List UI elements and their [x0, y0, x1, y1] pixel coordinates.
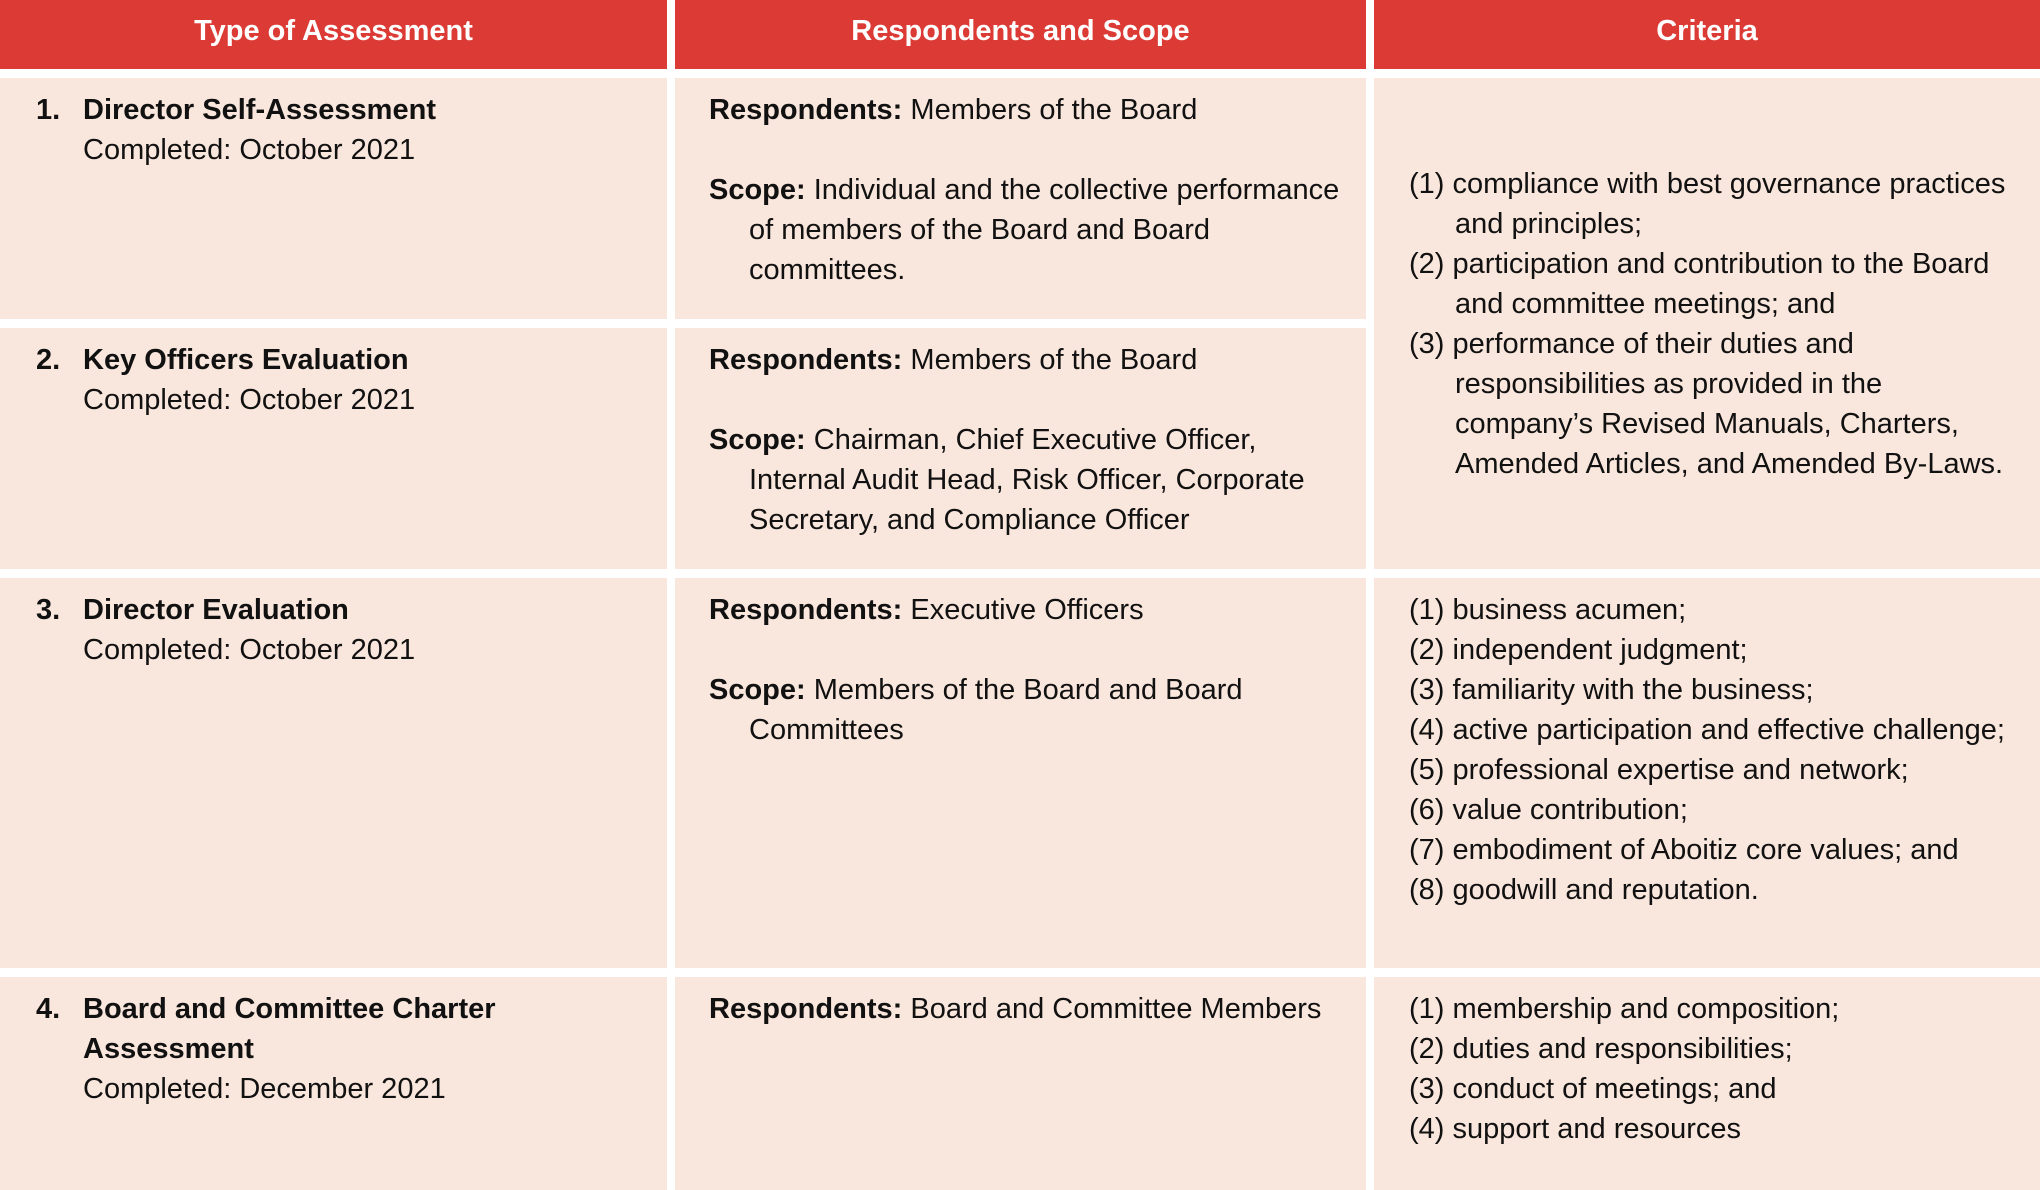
criterion: (5) professional expertise and network;: [1409, 754, 1909, 786]
scope: Scope: Chairman, Chief Executive Officer…: [709, 420, 1342, 540]
criterion: (4) active participation and effective c…: [1409, 714, 2005, 746]
assessment-cell: 3. Director Evaluation Completed: October …: [0, 578, 667, 968]
column-header: Criteria: [1374, 0, 2040, 69]
criterion: (4) support and resources: [1409, 1113, 1742, 1145]
respondents-cell: Respondents: Members of the Board Scope: …: [675, 78, 1366, 319]
scope-text: Members of the Board and Board Committee…: [749, 674, 1243, 746]
respondents-text: Executive Officers: [910, 594, 1144, 626]
criterion: (6) value contribution;: [1409, 794, 1688, 826]
criterion: (1) business acumen;: [1409, 594, 1687, 626]
column-header: Respondents and Scope: [675, 0, 1366, 69]
respondents: Respondents: Members of the Board: [709, 340, 1342, 380]
scope-text: Chairman, Chief Executive Officer, Inter…: [749, 424, 1305, 536]
column-header: Type of Assessment: [0, 0, 667, 69]
assessment-cell: 2. Key Officers Evaluation Completed: Octo…: [0, 328, 667, 569]
completed-date: Completed: October 2021: [83, 384, 416, 416]
respondents-label: Respondents:: [709, 94, 903, 126]
respondents: Respondents: Executive Officers: [709, 590, 1342, 630]
assessment-body: Key Officers Evaluation Completed: Octobe…: [83, 340, 647, 420]
assessment-body: Board and Committee Charter Assessment Co…: [83, 989, 647, 1109]
criterion: (3) familiarity with the business;: [1409, 674, 1814, 706]
assessment-body: Director Self-Assessment Completed: Octob…: [83, 90, 647, 170]
respondents-cell: Respondents: Board and Committee Members: [675, 977, 1366, 1190]
completed-date: Completed: October 2021: [83, 134, 416, 166]
scope-text: Individual and the collective performanc…: [749, 174, 1340, 286]
scope-label: Scope:: [709, 424, 806, 456]
item-number: 4.: [36, 993, 61, 1025]
assessment-type: Director Evaluation: [83, 594, 349, 626]
scope: Scope: Members of the Board and Board Co…: [709, 670, 1342, 750]
assessment-type: Director Self-Assessment: [83, 94, 436, 126]
criterion: (3) performance of their duties and resp…: [1409, 327, 2004, 480]
respondents: Respondents: Members of the Board: [709, 90, 1342, 130]
criterion: (7) embodiment of Aboitiz core values; a…: [1409, 834, 1959, 866]
completed-date: Completed: December 2021: [83, 1073, 446, 1105]
respondents-cell: Respondents: Executive Officers Scope: Me…: [675, 578, 1366, 968]
criterion: (1) membership and composition;: [1409, 993, 1840, 1025]
respondents-cell: Respondents: Members of the Board Scope: …: [675, 328, 1366, 569]
assessment-cell: 1. Director Self-Assessment Completed: Oct…: [0, 78, 667, 319]
respondents-text: Members of the Board: [910, 94, 1198, 126]
criterion: (2) duties and responsibilities;: [1409, 1033, 1793, 1065]
scope: Scope: Individual and the collective per…: [709, 170, 1342, 290]
assessment-body: Director Evaluation Completed: October 20…: [83, 590, 647, 670]
criterion: (1) compliance with best governance prac…: [1409, 167, 2006, 240]
criterion: (8) goodwill and reputation.: [1409, 874, 1759, 906]
respondents: Respondents: Board and Committee Members: [709, 989, 1342, 1029]
item-number: 2.: [36, 344, 61, 376]
criterion: (2) independent judgment;: [1409, 634, 1748, 666]
scope-label: Scope:: [709, 674, 806, 706]
respondents-label: Respondents:: [709, 594, 903, 626]
respondents-label: Respondents:: [709, 344, 903, 376]
respondents-label: Respondents:: [709, 993, 903, 1025]
respondents-text: Members of the Board: [910, 344, 1198, 376]
assessment-cell: 4. Board and Committee Charter Assessment…: [0, 977, 667, 1190]
criterion: (3) conduct of meetings; and: [1409, 1073, 1777, 1105]
scope-label: Scope:: [709, 174, 806, 206]
criteria-cell: (1) business acumen; (2) independent judg…: [1374, 578, 2040, 968]
criteria-cell: (1) membership and composition; (2) dutie…: [1374, 977, 2040, 1190]
respondents-text: Board and Committee Members: [910, 993, 1322, 1025]
item-number: 3.: [36, 594, 61, 626]
criterion: (2) participation and contribution to th…: [1409, 247, 1990, 320]
assessment-type: Board and Committee Charter Assessment: [83, 993, 496, 1065]
criteria-cell: (1) compliance with best governance prac…: [1374, 78, 2040, 569]
assessment-type: Key Officers Evaluation: [83, 344, 409, 376]
item-number: 1.: [36, 94, 61, 126]
completed-date: Completed: October 2021: [83, 634, 416, 666]
